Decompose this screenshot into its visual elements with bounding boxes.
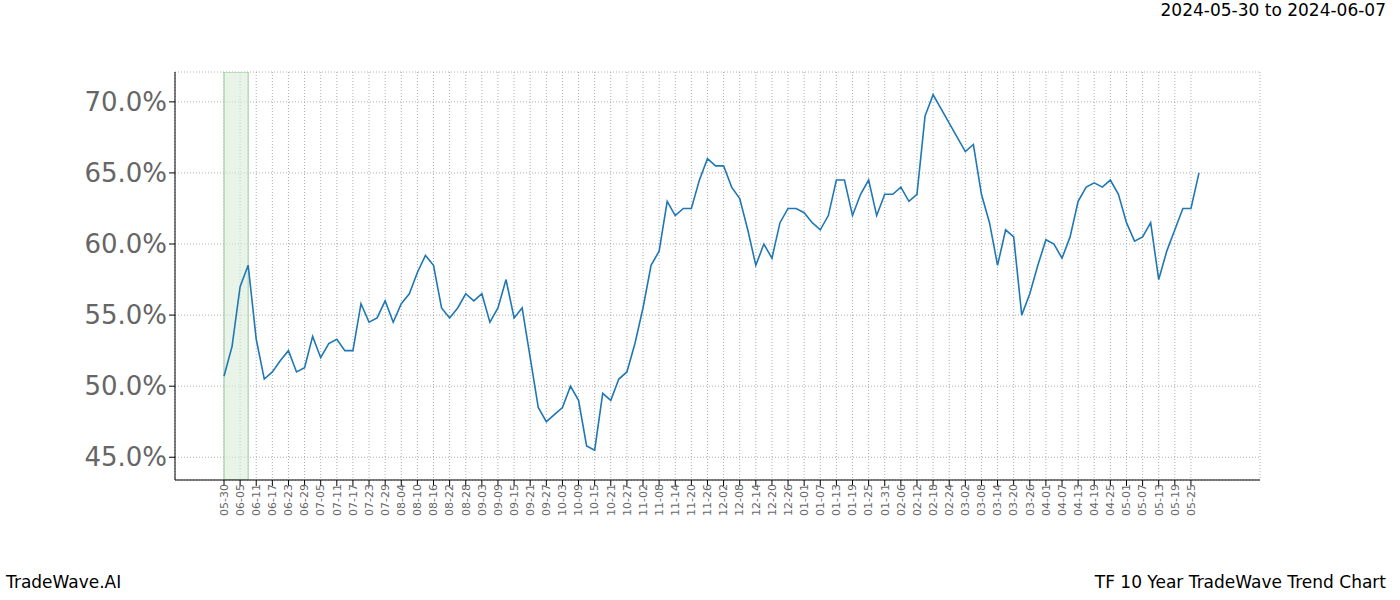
svg-text:02-24: 02-24 — [943, 484, 956, 516]
svg-text:07-29: 07-29 — [379, 484, 392, 516]
svg-text:09-27: 09-27 — [540, 484, 553, 516]
svg-text:08-16: 08-16 — [427, 484, 440, 516]
svg-text:07-17: 07-17 — [347, 484, 360, 516]
svg-text:02-12: 02-12 — [911, 484, 924, 516]
html-text:2024-05-30 to 2024-06-07: 2024-05-30 to 2024-06-07 — [1160, 0, 1386, 20]
svg-text:02-18: 02-18 — [927, 484, 940, 516]
svg-text:10-09: 10-09 — [572, 484, 585, 516]
svg-text:50.0%: 50.0% — [84, 371, 167, 401]
svg-text:12-08: 12-08 — [734, 484, 747, 516]
svg-text:06-05: 06-05 — [234, 484, 247, 516]
svg-text:12-02: 12-02 — [717, 484, 730, 516]
svg-text:09-15: 09-15 — [508, 484, 521, 516]
svg-text:08-10: 08-10 — [411, 484, 424, 516]
svg-text:07-23: 07-23 — [363, 484, 376, 516]
svg-text:06-11: 06-11 — [250, 484, 263, 516]
svg-text:01-19: 01-19 — [846, 484, 859, 516]
svg-text:10-03: 10-03 — [556, 484, 569, 516]
svg-text:01-07: 01-07 — [814, 484, 827, 516]
svg-text:11-08: 11-08 — [653, 484, 666, 516]
svg-text:01-31: 01-31 — [879, 484, 892, 516]
svg-text:10-15: 10-15 — [588, 484, 601, 516]
svg-text:06-23: 06-23 — [282, 484, 295, 516]
svg-text:08-22: 08-22 — [443, 484, 456, 516]
svg-text:05-30: 05-30 — [218, 484, 231, 516]
svg-text:01-01: 01-01 — [798, 484, 811, 516]
html-text:TF 10 Year TradeWave Trend Cha: TF 10 Year TradeWave Trend Chart — [1094, 572, 1386, 592]
svg-text:05-13: 05-13 — [1153, 484, 1166, 516]
svg-text:01-25: 01-25 — [862, 484, 875, 516]
svg-text:04-25: 04-25 — [1104, 484, 1117, 516]
svg-text:03-20: 03-20 — [1007, 484, 1020, 516]
svg-text:70.0%: 70.0% — [84, 87, 167, 117]
svg-text:45.0%: 45.0% — [84, 442, 167, 472]
svg-text:12-14: 12-14 — [750, 484, 763, 516]
svg-text:08-28: 08-28 — [460, 484, 473, 516]
svg-text:01-13: 01-13 — [830, 484, 843, 516]
svg-text:10-27: 10-27 — [621, 484, 634, 516]
svg-text:04-13: 04-13 — [1072, 484, 1085, 516]
svg-text:05-25: 05-25 — [1185, 484, 1198, 516]
html-text:TradeWave.AI: TradeWave.AI — [6, 572, 122, 592]
svg-text:07-05: 07-05 — [315, 484, 328, 516]
svg-text:11-02: 11-02 — [637, 484, 650, 516]
svg-text:12-26: 12-26 — [782, 484, 795, 516]
svg-text:08-04: 08-04 — [395, 484, 408, 516]
svg-text:09-03: 09-03 — [476, 484, 489, 516]
svg-text:11-26: 11-26 — [701, 484, 714, 516]
svg-text:60.0%: 60.0% — [84, 229, 167, 259]
svg-text:03-14: 03-14 — [991, 484, 1004, 516]
svg-text:03-26: 03-26 — [1024, 484, 1037, 516]
svg-text:03-02: 03-02 — [959, 484, 972, 516]
svg-text:09-21: 09-21 — [524, 484, 537, 516]
svg-text:06-29: 06-29 — [298, 484, 311, 516]
svg-text:07-11: 07-11 — [331, 484, 344, 516]
svg-text:11-14: 11-14 — [669, 484, 682, 516]
svg-text:05-01: 05-01 — [1120, 484, 1133, 516]
svg-text:65.0%: 65.0% — [84, 158, 167, 188]
svg-text:04-19: 04-19 — [1088, 484, 1101, 516]
svg-text:10-21: 10-21 — [605, 484, 618, 516]
svg-text:02-06: 02-06 — [895, 484, 908, 516]
svg-text:04-01: 04-01 — [1040, 484, 1053, 516]
svg-text:06-17: 06-17 — [266, 484, 279, 516]
svg-text:04-07: 04-07 — [1056, 484, 1069, 516]
svg-text:11-20: 11-20 — [685, 484, 698, 516]
svg-text:09-09: 09-09 — [492, 484, 505, 516]
svg-text:05-19: 05-19 — [1169, 484, 1182, 516]
svg-text:55.0%: 55.0% — [84, 300, 167, 330]
svg-text:05-07: 05-07 — [1136, 484, 1149, 516]
svg-text:03-08: 03-08 — [975, 484, 988, 516]
svg-text:12-20: 12-20 — [766, 484, 779, 516]
